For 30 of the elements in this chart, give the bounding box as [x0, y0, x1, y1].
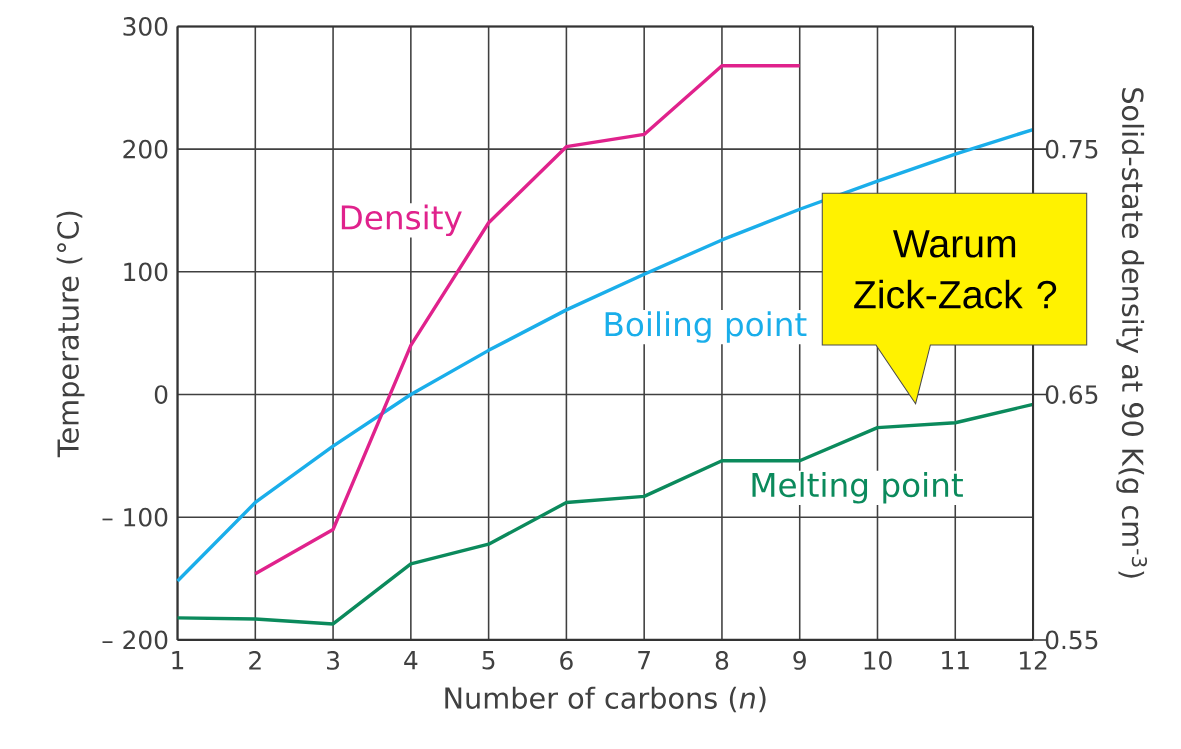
- x-tick-label: 5: [482, 651, 495, 670]
- y-axis-title: Temperature (°C): [56, 211, 85, 458]
- x-tick-label: 1: [172, 651, 184, 670]
- y-tick-label: – 200: [102, 630, 168, 650]
- x-tick-label: 9: [793, 651, 806, 670]
- series-label: Melting point: [752, 472, 963, 504]
- y-tick-label: 300: [123, 17, 168, 36]
- y-tick-label: 0: [154, 385, 168, 405]
- series-label: Boiling point: [605, 311, 807, 344]
- x-axis-title: Number of carbons (n): [445, 686, 766, 713]
- annotation: Warum Zick-Zack ?: [854, 230, 1057, 309]
- series-label: Density: [341, 204, 462, 237]
- line-series: [175, 127, 1035, 583]
- x-tick-label: 8: [715, 651, 729, 670]
- x-tick-label: 6: [560, 651, 573, 670]
- y-tick-label: 200: [123, 139, 168, 159]
- x-tick-label: 4: [404, 651, 418, 670]
- y-tick-label: – 100: [102, 507, 168, 527]
- x-tick-label: 3: [327, 651, 339, 670]
- y2-tick-label: 0.65: [1045, 385, 1098, 405]
- y2-axis-title: Solid-state density at 90 K(g cm$^{-3}$): [1116, 88, 1148, 578]
- x-tick-label: 12: [1019, 651, 1047, 670]
- y2-tick-label: 0.55: [1045, 630, 1098, 650]
- x-tick-label: 11: [942, 651, 969, 670]
- x-tick-label: 10: [864, 651, 892, 670]
- y2-tick-label: 0.75: [1045, 139, 1098, 159]
- line-series: [175, 402, 1035, 626]
- x-tick-label: 2: [249, 651, 261, 670]
- x-tick-label: 7: [638, 651, 650, 670]
- y-tick-label: 100: [124, 262, 168, 282]
